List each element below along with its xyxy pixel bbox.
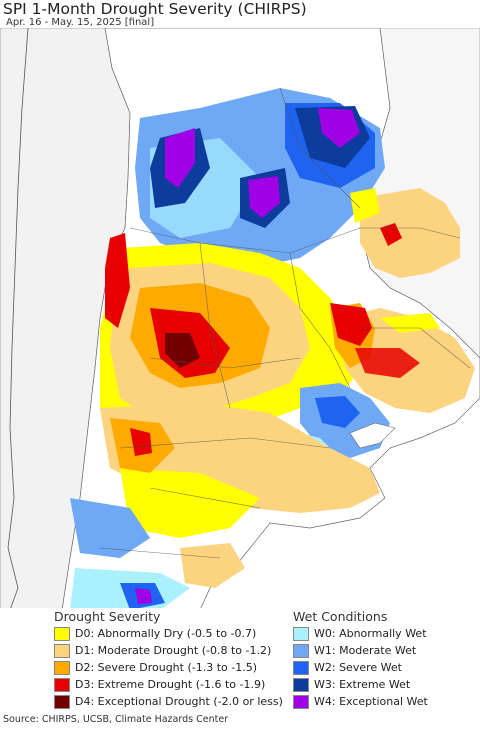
legend-item-d2: D2: Severe Drought (-1.3 to -1.5) [54,659,283,676]
wet-w2-buenosaires [315,396,360,428]
wet-w4-north-c [318,108,360,148]
wet-w4-north-b [248,176,280,218]
swatch-w3 [293,677,309,692]
swatch-d3 [54,677,70,692]
wet-w1-patagonia [70,498,150,558]
legend-item-w2: W2: Severe Wet [293,659,428,676]
source-credit: Source: CHIRPS, UCSB, Climate Hazards Ce… [3,714,229,725]
swatch-w0 [293,626,309,641]
drought-d3-uruguay-b [355,348,420,378]
legend-wet-heading: Wet Conditions [293,609,388,624]
drought-d4-central [165,333,200,368]
rio-de-la-plata [349,422,396,449]
legend-item-d1: D1: Moderate Drought (-0.8 to -1.2) [54,642,283,659]
drought-d0-south [120,468,260,538]
legend-drought-heading: Drought Severity [54,609,161,624]
legend-item-w4: W4: Exceptional Wet [293,693,428,710]
legend: Drought Severity D0: Abnormally Dry (-0.… [0,608,480,712]
drought-d0-paraguay [350,188,380,223]
drought-d3-entrerios [330,303,372,346]
map-title: SPI 1-Month Drought Severity (CHIRPS) [3,0,307,18]
legend-wet: Wet Conditions W0: Abnormally Wet W1: Mo… [293,608,428,710]
legend-item-d0: D0: Abnormally Dry (-0.5 to -0.7) [54,625,283,642]
drought-d3-andes [105,233,130,328]
legend-item-d3: D3: Extreme Drought (-1.6 to -1.9) [54,676,283,693]
swatch-w2 [293,660,309,675]
swatch-w4 [293,694,309,709]
drought-d3-paraguay [380,223,402,246]
legend-item-w0: W0: Abnormally Wet [293,625,428,642]
chile-coast [7,28,29,610]
wet-w4-patagonia [135,588,152,604]
map-subtitle: Apr. 16 - May. 15, 2025 [final] [6,17,155,28]
wet-w4-north-a [165,128,195,188]
swatch-w1 [293,643,309,658]
legend-item-w1: W1: Moderate Wet [293,642,428,659]
drought-d3-south [130,428,152,456]
drought-map [0,28,480,610]
drought-d1-patagonia [180,543,245,588]
legend-item-d4: D4: Exceptional Drought (-2.0 or less) [54,693,283,710]
legend-item-w3: W3: Extreme Wet [293,676,428,693]
legend-drought: Drought Severity D0: Abnormally Dry (-0.… [54,608,283,710]
swatch-d4 [54,694,70,709]
swatch-d0 [54,626,70,641]
drought-d1-paraguay [360,188,460,278]
admin-boundaries [99,87,471,559]
swatch-d1 [54,643,70,658]
swatch-d2 [54,660,70,675]
